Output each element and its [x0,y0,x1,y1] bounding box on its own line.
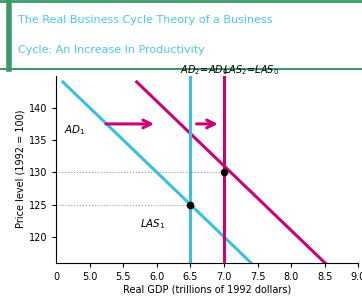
Text: $LAS_1$: $LAS_1$ [140,217,165,231]
Text: $LAS_2\!=\!LAS_0$: $LAS_2\!=\!LAS_0$ [223,63,279,77]
Text: 0: 0 [53,272,59,282]
Text: $AD_2\!=\!AD_0$: $AD_2\!=\!AD_0$ [180,63,228,77]
Text: The Real Business Cycle Theory of a Business: The Real Business Cycle Theory of a Busi… [18,15,273,25]
Text: $AD_1$: $AD_1$ [64,124,86,137]
X-axis label: Real GDP (trillions of 1992 dollars): Real GDP (trillions of 1992 dollars) [123,284,291,294]
Y-axis label: Price level (1992 = 100): Price level (1992 = 100) [16,110,26,228]
Text: Cycle: An Increase In Productivity: Cycle: An Increase In Productivity [18,45,205,55]
